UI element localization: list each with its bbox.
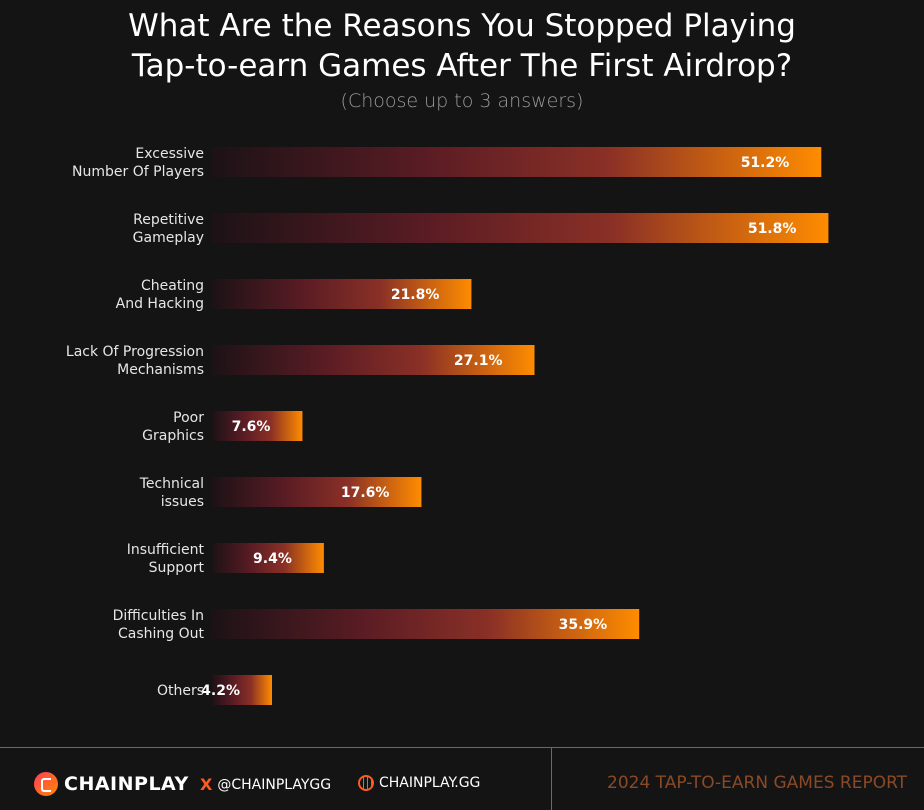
bar xyxy=(212,543,324,573)
bar xyxy=(212,279,472,309)
bar xyxy=(212,213,829,243)
category-label: Repetitive xyxy=(133,212,204,228)
category-label: Excessive xyxy=(135,146,204,162)
category-label: Insufficient xyxy=(127,542,205,558)
twitter-text: @CHAINPLAYGG xyxy=(217,776,332,793)
category-label: Support xyxy=(149,560,205,576)
bar xyxy=(212,477,422,507)
globe-icon xyxy=(358,775,374,791)
category-label: And Hacking xyxy=(116,296,204,312)
category-label: Gameplay xyxy=(133,230,204,246)
data-label: 51.8% xyxy=(748,221,797,237)
footer-divider xyxy=(0,747,924,748)
website-link[interactable]: CHAINPLAY.GG xyxy=(358,775,480,791)
chainplay-logo-icon xyxy=(34,772,58,796)
x-icon: X xyxy=(200,775,213,794)
bar xyxy=(212,411,303,441)
bar xyxy=(212,345,535,375)
category-label: issues xyxy=(161,494,204,510)
data-label: 4.2% xyxy=(201,683,240,699)
data-label: 35.9% xyxy=(559,617,608,633)
category-label: Number Of Players xyxy=(72,164,204,180)
chart-subtitle: (Choose up to 3 answers) xyxy=(340,90,584,112)
data-label: 27.1% xyxy=(454,353,503,369)
brand: CHAINPLAY xyxy=(34,772,189,796)
footer-vertical-divider xyxy=(551,748,552,810)
category-label: Mechanisms xyxy=(117,362,204,378)
website-text: CHAINPLAY.GG xyxy=(379,775,481,791)
data-label: 21.8% xyxy=(391,287,440,303)
chart-title: What Are the Reasons You Stopped Playing… xyxy=(0,6,924,86)
category-label: Lack Of Progression xyxy=(66,344,204,360)
report-title: 2024 TAP-TO-EARN GAMES REPORT xyxy=(607,773,908,793)
data-label: 17.6% xyxy=(341,485,390,501)
category-label: Technical xyxy=(139,476,204,492)
brand-name: CHAINPLAY xyxy=(64,773,189,795)
data-label: 7.6% xyxy=(232,419,271,435)
title-line-1: What Are the Reasons You Stopped Playing xyxy=(128,8,796,44)
category-label: Others xyxy=(157,683,204,699)
bar xyxy=(212,675,272,705)
twitter-handle[interactable]: X @CHAINPLAYGG xyxy=(200,775,331,794)
category-label: Poor xyxy=(173,410,204,426)
category-label: Graphics xyxy=(142,428,204,444)
title-line-2: Tap-to-earn Games After The First Airdro… xyxy=(131,48,793,84)
bar-chart: 51.2% Excessive Number Of Players 51.8% Repe… xyxy=(66,146,829,705)
bar xyxy=(212,147,822,177)
data-label: 9.4% xyxy=(253,551,292,567)
category-label: Cheating xyxy=(141,278,204,294)
data-label: 51.2% xyxy=(741,155,790,171)
bar xyxy=(212,609,640,639)
category-label: Cashing Out xyxy=(118,626,205,642)
category-label: Difficulties In xyxy=(113,608,204,624)
